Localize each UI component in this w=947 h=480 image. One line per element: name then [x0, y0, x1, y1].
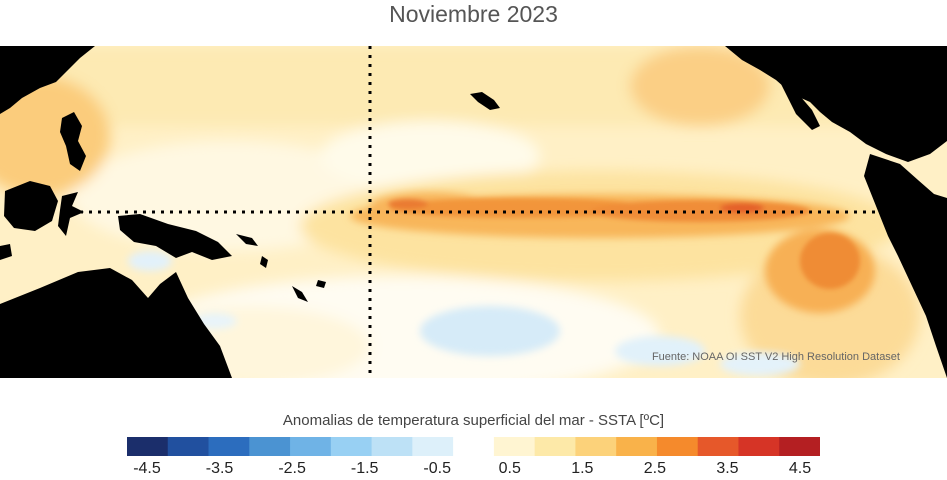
sumatra — [0, 244, 12, 260]
colorbar-tick-label: -3.5 — [205, 460, 234, 477]
colorbar-tick-label: 2.5 — [643, 460, 666, 477]
new-caledonia — [292, 286, 308, 302]
philippines — [60, 112, 86, 171]
colorbar-swatch — [738, 437, 780, 456]
colorbar-swatch — [412, 437, 454, 456]
colorbar-tick-label: -0.5 — [423, 460, 451, 477]
land-masses — [0, 46, 947, 378]
colorbar-swatch — [167, 437, 210, 456]
colorbar-ticks: -4.5 -3.5 -2.5 -1.5 -0.5 0.5 1.5 2.5 3.5 4.5 — [0, 460, 947, 480]
colorbar-tick-label: -1.5 — [350, 460, 379, 477]
colorbar — [127, 437, 820, 456]
colorbar-tick-label: -4.5 — [133, 460, 161, 477]
colorbar-swatch — [290, 437, 332, 456]
solomon-islands — [236, 234, 258, 246]
colorbar-swatch — [330, 437, 373, 456]
colorbar-tick-label: 0.5 — [498, 460, 521, 477]
data-source-note: Fuente: NOAA OI SST V2 High Resolution D… — [651, 351, 900, 363]
mexico-coast — [780, 82, 820, 130]
colorbar-tick-label: -2.5 — [278, 460, 306, 477]
map-title: Noviembre 2023 — [389, 1, 558, 27]
colorbar-label: Anomalias de temperatura superficial del… — [282, 412, 665, 429]
colorbar-tick-label: 3.5 — [716, 460, 739, 477]
colorbar-swatch — [371, 437, 413, 456]
fiji — [316, 280, 326, 288]
hawaii — [470, 92, 500, 110]
colorbar-swatch — [493, 437, 536, 456]
sst-anomaly-map — [0, 46, 947, 378]
sulawesi — [58, 192, 84, 236]
colorbar-swatch — [453, 437, 495, 456]
australia — [0, 268, 232, 378]
cool-anomaly-patch — [128, 251, 800, 376]
colorbar-swatch — [616, 437, 658, 456]
colorbar-swatch — [534, 437, 576, 456]
colorbar-swatch — [127, 437, 169, 456]
colorbar-swatch — [697, 437, 739, 456]
colorbar-swatch — [575, 437, 617, 456]
borneo — [4, 181, 58, 231]
colorbar-tick-label: 1.5 — [571, 460, 594, 477]
colorbar-swatch — [779, 437, 820, 456]
colorbar-swatch — [656, 437, 699, 456]
americas — [725, 46, 947, 162]
cuba — [872, 94, 926, 106]
new-guinea — [118, 214, 232, 260]
asia-coast — [0, 46, 95, 114]
central-america — [864, 154, 947, 378]
colorbar-tick-label: 4.5 — [788, 460, 812, 477]
vanuatu — [260, 256, 268, 268]
colorbar-swatch — [208, 437, 250, 456]
colorbar-swatch — [249, 437, 291, 456]
